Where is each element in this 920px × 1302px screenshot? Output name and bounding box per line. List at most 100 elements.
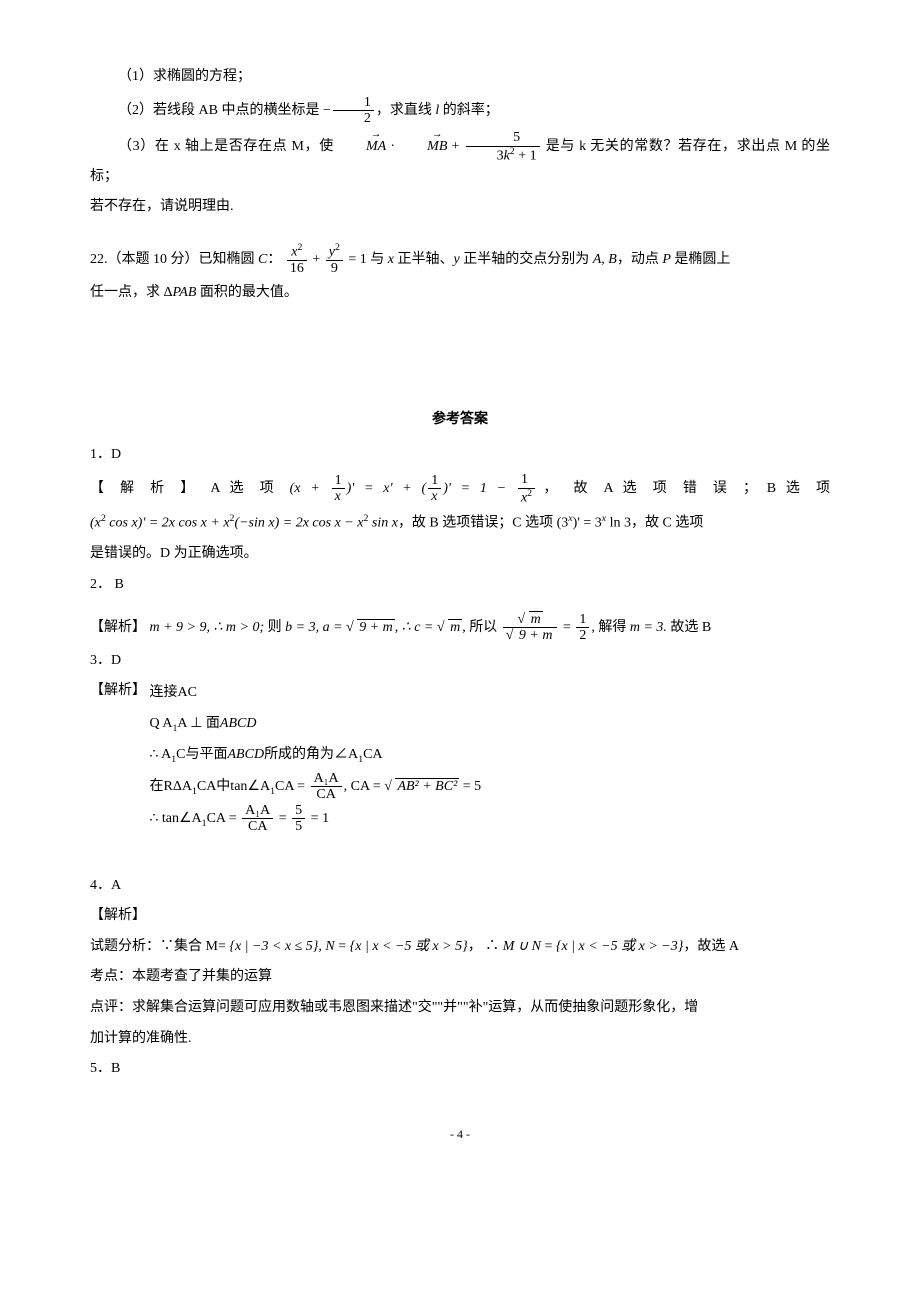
jx: 【解析】 [90,683,146,698]
f: 1x [428,473,441,505]
e: (3 [557,515,569,530]
q22: 22.（本题 10 分）已知椭圆 C： x2 16 + y2 9 = 1 与 x… [90,243,830,276]
e: Q A [150,716,173,731]
e: , CA = [344,779,385,794]
text: （2）若线段 AB 中点的横坐标是 [118,103,323,118]
f: A₁ACA [242,803,273,835]
jx: 【解析】 [90,620,146,635]
n: 5 [292,803,305,819]
r: 9 + m [517,627,555,643]
e: ABCD [228,747,265,762]
set: {x | x < −5 或 x > 5} [350,939,468,954]
num: 5 [466,130,540,146]
t: , 所以 [462,620,501,635]
r: 9 + m [357,619,395,635]
t: ，动点 [617,252,663,267]
r: m [448,619,462,635]
a3-l2: Q A1A ⊥ 面ABCD [150,709,482,740]
c: + 1 [515,148,537,163]
text: 的斜率； [439,103,499,118]
num: 1 [333,95,374,111]
f: 55 [292,803,305,835]
f: A₁ACA [311,771,342,803]
t: ，故 B 选项错误；C 选项 [398,515,557,530]
a4-l3: 点评：求解集合运算问题可应用数轴或韦恩图来描述"交""并""补"运算，从而使抽象… [90,995,830,1022]
plus: + [447,139,463,154]
e: = 5 [459,779,481,794]
t: ， ∴ [468,939,503,954]
d: 5 [292,819,305,834]
dot: · [386,139,399,154]
e: )' = 3 [573,515,602,530]
a4-num: 4．A [90,873,830,900]
d: x [332,489,345,504]
colon: ： [267,252,281,267]
t: 试题分析：∵集合 M= [90,939,229,954]
t: = [541,939,556,954]
frac-5-3k2: 5 3k2 + 1 [466,130,540,163]
r: AB² + BC² [395,778,459,794]
t: 与 [367,252,388,267]
eq1: = 1 [345,252,367,267]
t: 面积的最大值。 [196,285,298,300]
vec-mb: MB [399,134,447,161]
q22-l2: 任一点，求 ΔPAB 面积的最大值。 [90,280,830,307]
n: m [503,612,558,628]
sq: m [437,615,462,642]
e: = 1 [307,811,329,826]
a3-jx: 【解析】 连接AC Q A1A ⊥ 面ABCD ∴ A1C与平面ABCD所成的角… [90,678,830,834]
den: 3k2 + 1 [466,147,540,164]
n: 1 [576,612,589,628]
e: b = 3, a = [285,620,346,635]
c: 3 [497,148,504,163]
a3-l5: ∴ tan∠A1CA = A₁ACA = 55 = 1 [150,803,482,835]
e: ln 3 [606,515,631,530]
q21-part2: （2）若线段 AB 中点的横坐标是 − 1 2 ，求直线 l 的斜率； [90,95,830,127]
f: m 9 + m [503,612,558,644]
e: m + 9 > 9, ∴ m > 0; [150,620,265,635]
t: 正半轴的交点分别为 [460,252,593,267]
a4-jx: 【解析】 [90,903,830,930]
t: = [335,939,350,954]
d: 9 + m [503,628,558,643]
set: {x | −3 < x ≤ 5} [229,939,318,954]
den: 9 [326,261,343,276]
t: , 解得 [591,620,630,635]
frac-half: 1 2 [333,95,374,127]
e: = [559,620,574,635]
q21-part3: （3）在 x 轴上是否存在点 M，使 MA · MB + 5 3k2 + 1 是… [90,130,830,190]
n: 1 [332,473,345,489]
t: 是椭圆上 [671,252,731,267]
frac-x2-16: x2 16 [287,243,307,276]
a3-l3: ∴ A1C与平面ABCD所成的角为∠A1CA [150,740,482,771]
e: CA中tan∠A [197,779,270,794]
a4-l2: 考点：本题考查了并集的运算 [90,964,830,991]
page-number: - 4 - [90,1123,830,1146]
a1-l1: 【 解 析 】 A 选 项 (x + 1x)' = x' + (1x)' = 1… [90,472,830,505]
t: 则 [264,620,285,635]
MuN: M ∪ N [503,939,541,954]
d: 2 [576,628,589,643]
n: 1 [428,473,441,489]
e: CA [363,747,382,762]
a2-body: 【解析】 m + 9 > 9, ∴ m > 0; 则 b = 3, a = 9 … [90,612,830,644]
e: ∴ A [150,747,172,762]
a3-l4: 在RΔA1CA中tan∠A1CA = A₁ACA, CA = AB² + BC²… [150,771,482,803]
f: 1x2 [518,472,535,505]
e: )' = 1 − [443,481,516,496]
t: ，故选 A [683,939,739,954]
C: C [258,252,267,267]
e: ABCD [220,716,257,731]
n: A₁A [311,771,342,787]
e: 所成的角为∠A [264,747,358,762]
d: x2 [518,489,535,506]
den: 16 [287,261,307,276]
PAB: PAB [173,285,197,300]
e: sin x [368,515,398,530]
a2-num: 2． B [90,572,830,599]
d: CA [311,787,342,802]
frac-y2-9: y2 9 [326,243,343,276]
t: 正半轴、 [394,252,454,267]
a3-num: 3．D [90,648,830,675]
text: ，求直线 [376,103,436,118]
